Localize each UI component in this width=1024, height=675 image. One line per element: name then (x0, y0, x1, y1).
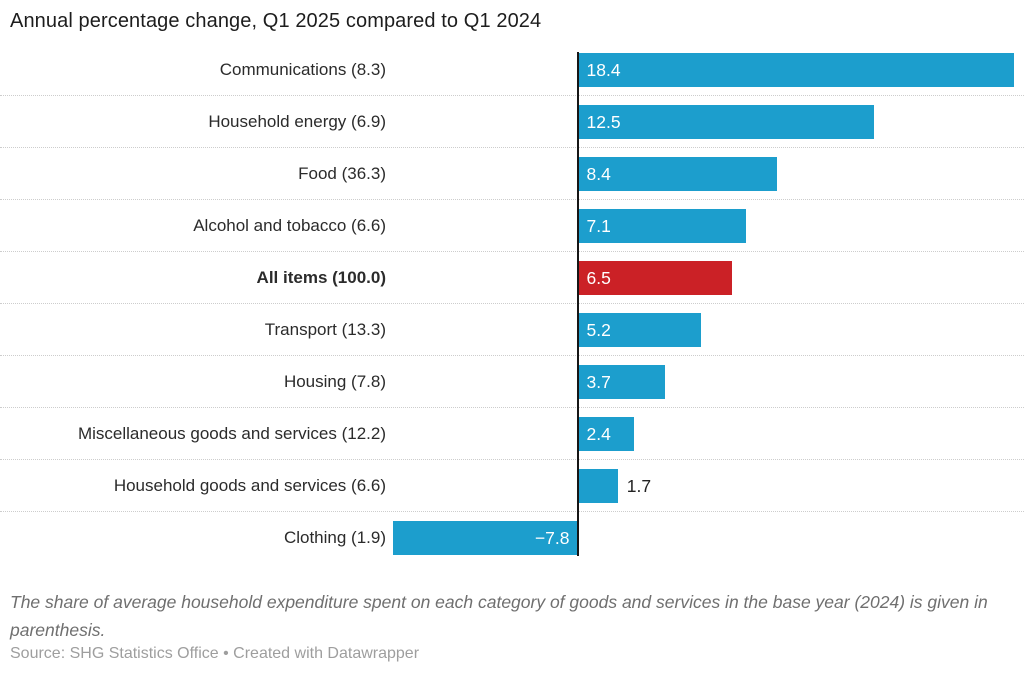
chart-row: Transport (13.3) (0, 304, 1024, 356)
category-label: Alcohol and tobacco (6.6) (193, 216, 386, 235)
chart-row: Alcohol and tobacco (6.6) (0, 200, 1024, 252)
bar: 18.4 (577, 53, 1014, 87)
chart-row: Communications (8.3) (0, 44, 1024, 96)
value-label: 18.4 (586, 59, 621, 80)
bar: 12.5 (577, 105, 874, 139)
zero-baseline-axis (577, 52, 579, 556)
chart-row: Food (36.3) (0, 148, 1024, 200)
value-label: 5.2 (586, 319, 611, 340)
value-label: 12.5 (586, 111, 621, 132)
bar: 8.4 (577, 157, 777, 191)
category-label: Clothing (1.9) (283, 528, 386, 547)
category-label: Housing (7.8) (283, 372, 386, 391)
bar: 5.2 (577, 313, 701, 347)
value-label: 6.5 (586, 267, 611, 288)
value-label: 3.7 (586, 371, 611, 392)
category-label: Household energy (6.9) (208, 112, 386, 131)
category-label: Transport (13.3) (264, 320, 386, 339)
chart-row: All items (100.0) (0, 252, 1024, 304)
chart-row: Clothing (1.9) (0, 512, 1024, 564)
bar: 3.7 (577, 365, 666, 399)
bar (577, 469, 618, 503)
category-label: Miscellaneous goods and services (12.2) (77, 424, 386, 443)
bar: −7.8 (392, 521, 578, 555)
chart-row: Household energy (6.9) (0, 96, 1024, 148)
value-label: 8.4 (586, 163, 611, 184)
chart-title: Annual percentage change, Q1 2025 compar… (10, 10, 542, 32)
bar: 7.1 (577, 209, 746, 243)
value-label: −7.8 (534, 527, 570, 548)
chart-footnote: The share of average household expenditu… (10, 592, 988, 640)
value-label: 7.1 (586, 215, 611, 236)
category-label: Food (36.3) (298, 164, 386, 183)
chart-row: Miscellaneous goods and services (12.2) (0, 408, 1024, 460)
chart-row: Household goods and services (6.6) (0, 460, 1024, 512)
category-label: Communications (8.3) (219, 60, 386, 79)
value-label: 1.7 (626, 476, 652, 496)
bar: 2.4 (577, 417, 635, 451)
bar-chart-plot: Communications (8.3) 18.4 Household energy… (0, 44, 1024, 564)
value-label: 2.4 (586, 423, 611, 444)
category-label: Household goods and services (6.6) (113, 476, 386, 495)
category-label: All items (100.0) (256, 268, 386, 287)
chart-row: Housing (7.8) (0, 356, 1024, 408)
source-line: Source: SHG Statistics Office • Created … (10, 645, 420, 662)
highlight-bar: 6.5 (577, 261, 732, 295)
